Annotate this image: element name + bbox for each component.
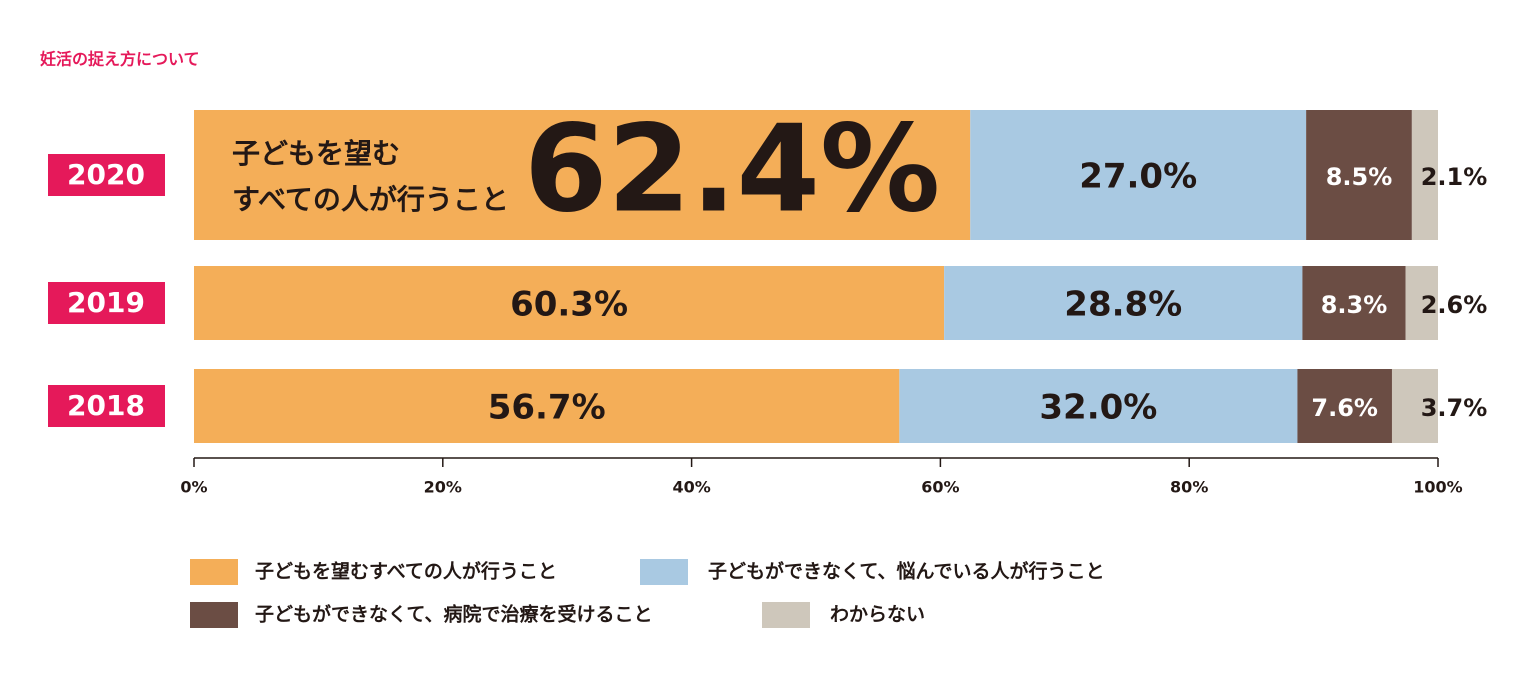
annotation: すべての人が行うこと [232,183,509,216]
value-label: 8.3% [1321,291,1388,319]
year-badge [48,154,165,196]
bar-segment [194,110,971,240]
value-label: 3.7% [1421,394,1488,422]
value-label: 56.7% [488,388,606,428]
x-tick-label: 80% [1170,478,1208,497]
x-tick-label: 0% [180,478,207,497]
value-label: 28.8% [1064,285,1182,325]
year-badge [48,385,165,427]
x-tick-label: 20% [424,478,462,497]
x-tick-label: 40% [672,478,710,497]
legend-label: 子どもができなくて、病院で治療を受けること [255,603,652,626]
bar-segment [194,369,900,443]
x-tick-label: 60% [921,478,959,497]
legend-label: 子どもを望むすべての人が行うこと [255,560,557,583]
y-tick-label: 2020 [67,158,145,191]
bar-segment [1306,110,1412,240]
legend-label: 子どもができなくて、悩んでいる人が行うこと [708,560,1105,583]
y-tick-label: 2019 [67,286,145,319]
value-label: 7.6% [1311,394,1378,422]
value-label: 62.4% [524,101,940,240]
y-tick-label: 2018 [67,389,145,422]
bar-segment [1297,369,1392,443]
bar-segment [194,266,945,340]
bar-segment [1405,266,1438,340]
bar-segment [899,369,1298,443]
value-label: 2.1% [1421,163,1488,191]
bar-segment [970,110,1307,240]
annotation: 子どもを望む [232,137,400,170]
chart-title: 妊活の捉え方について [40,50,200,69]
bar-segment [1302,266,1406,340]
legend-swatch [640,559,688,585]
value-label: 8.5% [1326,163,1393,191]
value-label: 2.6% [1421,291,1488,319]
value-label: 27.0% [1079,157,1197,197]
x-tick-label: 100% [1413,478,1462,497]
year-badge [48,282,165,324]
bar-segment [1411,110,1438,240]
value-label: 60.3% [510,285,628,325]
legend-swatch [190,559,238,585]
bar-segment [944,266,1303,340]
bar-segment [1391,369,1438,443]
legend-swatch [762,602,810,628]
legend-label: わからない [830,604,925,626]
legend-swatch [190,602,238,628]
value-label: 32.0% [1039,388,1157,428]
